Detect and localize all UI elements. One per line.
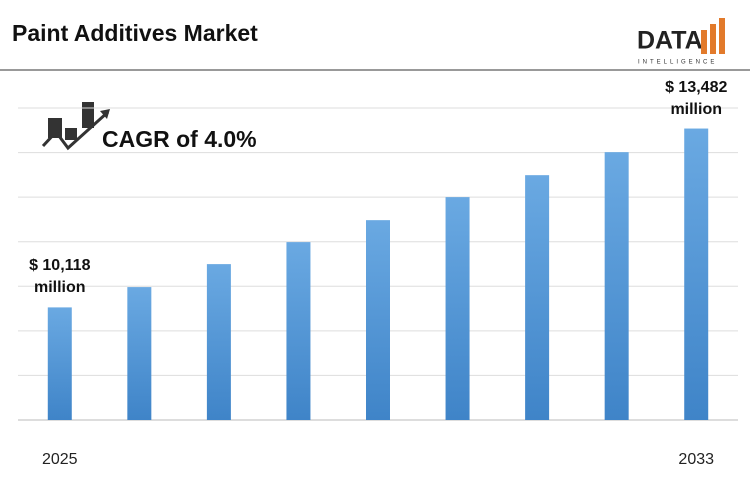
logo: DATA INTELLIGENCE xyxy=(637,18,725,66)
x-tick-label: 2033 xyxy=(678,451,714,468)
logo-bar xyxy=(710,24,716,54)
chart-title: Paint Additives Market xyxy=(12,20,258,46)
icon-arrow xyxy=(41,110,110,151)
bar xyxy=(684,128,709,420)
bar xyxy=(286,242,311,420)
bar xyxy=(206,264,231,420)
icon-bar xyxy=(82,102,94,128)
logo-bar xyxy=(701,30,707,54)
bar xyxy=(445,197,470,420)
value-label: $ 10,118 million xyxy=(29,257,91,297)
bar xyxy=(525,175,550,420)
bar xyxy=(604,152,629,420)
logo-bar xyxy=(719,18,725,54)
cagr-annotation: CAGR of 4.0% xyxy=(102,126,257,152)
bar xyxy=(47,307,72,420)
bar xyxy=(127,287,152,420)
icon-arrowhead xyxy=(100,109,110,119)
logo-tagline: INTELLIGENCE xyxy=(638,60,717,66)
logo-name: DATA xyxy=(637,27,703,55)
value-label: $ 13,482 million xyxy=(665,78,728,118)
x-tick-label: 2025 xyxy=(42,451,78,468)
icon-bar xyxy=(65,128,77,140)
bar xyxy=(366,220,390,420)
cagr-icon xyxy=(41,102,110,151)
